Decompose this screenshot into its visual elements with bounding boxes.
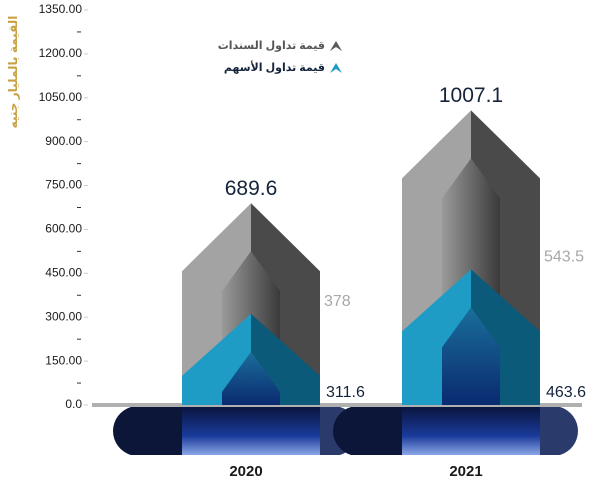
y-tick-label: 0.0 [65, 397, 82, 411]
scroll-band [182, 407, 320, 455]
y-tick-label: 1050.00 [39, 90, 83, 104]
y-tick-label: 1200.00 [39, 46, 83, 60]
y-tick-label: 150.00 [45, 353, 82, 367]
y-tick-label: 600.00 [45, 222, 82, 236]
value-label: 378 [324, 293, 351, 310]
y-tick-label: 900.00 [45, 134, 82, 148]
value-label: 463.6 [546, 384, 586, 401]
value-label: 311.6 [326, 384, 365, 401]
y-axis-label: القيمة بالمليار جنيه [6, 16, 20, 129]
scroll-curl [540, 407, 578, 455]
legend-icon [330, 41, 342, 51]
legend-icon [330, 63, 342, 73]
y-tick-label: 450.00 [45, 266, 82, 280]
y-tick-label: 300.00 [45, 309, 82, 323]
legend-label: قيمة تداول الأسهم [224, 60, 325, 74]
scroll-band [402, 407, 540, 455]
x-tick-label: 2020 [229, 463, 262, 480]
x-tick-label: 2021 [449, 463, 482, 480]
y-tick-label: 750.00 [45, 178, 82, 192]
total-label: 689.6 [225, 177, 278, 200]
y-tick-label: 1350.00 [39, 2, 83, 16]
legend-label: قيمة تداول السندات [218, 40, 325, 52]
total-label: 1007.1 [439, 84, 503, 107]
chart: القيمة بالمليار جنيه 0.0 150.00 300.00 450.… [0, 0, 602, 492]
value-label: 543.5 [544, 249, 584, 266]
